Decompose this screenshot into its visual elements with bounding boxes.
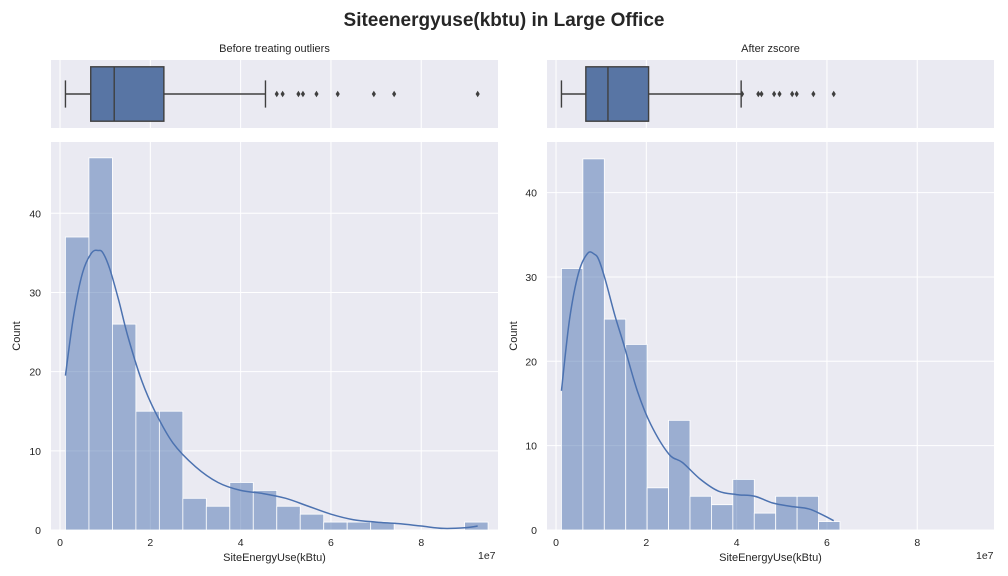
y-axis-label: Count bbox=[508, 321, 520, 350]
boxplot-outlier-point bbox=[335, 90, 340, 98]
x-tick-label: 8 bbox=[418, 537, 424, 549]
histogram-bar bbox=[818, 521, 841, 531]
boxplot-outlier-point bbox=[756, 90, 761, 98]
y-tick-label: 0 bbox=[35, 525, 41, 537]
y-tick-label: 30 bbox=[525, 272, 537, 284]
histogram-bar bbox=[112, 323, 137, 531]
y-tick-label: 10 bbox=[525, 441, 537, 453]
histogram-bar bbox=[668, 419, 691, 531]
boxplot-outlier-point bbox=[300, 90, 306, 98]
y-tick-label: 40 bbox=[29, 208, 41, 220]
histogram-bar bbox=[346, 521, 372, 531]
boxplot-outlier-point bbox=[831, 90, 836, 98]
panel-2: After zscore 0 2 4 6 8 0 10 20 30 40 SiteEnergyUse(… bbox=[508, 43, 994, 564]
chart-title: Siteenergyuse(kbtu) in Large Office bbox=[344, 10, 665, 31]
boxplot-outlier-point bbox=[392, 90, 397, 98]
boxplot-outlier-point bbox=[296, 90, 301, 98]
histogram-bar bbox=[582, 158, 605, 531]
histogram-bar bbox=[323, 521, 348, 531]
x-tick-label: 6 bbox=[824, 537, 830, 549]
y-tick-label: 30 bbox=[29, 287, 41, 299]
y-axis-label: Count bbox=[11, 321, 23, 350]
boxplot-outlier-point bbox=[811, 90, 816, 98]
x-axis-label: SiteEnergyUse(kBtu) bbox=[223, 552, 326, 564]
histogram-bar bbox=[252, 490, 278, 531]
boxplot-outlier-point bbox=[475, 90, 480, 98]
y-tick-label: 20 bbox=[525, 356, 537, 368]
histogram-bar bbox=[276, 505, 301, 531]
x-axis-offset-label: 1e7 bbox=[976, 550, 994, 562]
boxplot-box bbox=[90, 66, 165, 122]
histogram-bar bbox=[732, 478, 755, 531]
histogram-bar bbox=[646, 487, 669, 531]
histogram-bar bbox=[229, 482, 254, 531]
histogram-bar bbox=[205, 505, 231, 531]
boxplot-outlier-point bbox=[314, 90, 319, 98]
histogram-bar bbox=[299, 513, 325, 531]
panel-subtitle: Before treating outliers bbox=[219, 43, 330, 55]
histogram-bar bbox=[775, 495, 798, 531]
boxplot-outlier-point bbox=[772, 90, 777, 98]
histogram-bar bbox=[65, 236, 90, 531]
histogram-bar bbox=[135, 410, 160, 531]
histogram-bar bbox=[158, 410, 184, 531]
boxplot-outlier-point bbox=[371, 90, 376, 98]
histogram-bar bbox=[711, 504, 734, 531]
boxplot-box bbox=[585, 66, 650, 122]
x-tick-label: 4 bbox=[238, 537, 244, 549]
x-tick-label: 4 bbox=[734, 537, 740, 549]
y-tick-label: 10 bbox=[29, 446, 41, 458]
kde-line bbox=[560, 251, 835, 522]
boxplot-outlier-point bbox=[280, 90, 285, 98]
y-tick-label: 40 bbox=[525, 188, 537, 200]
x-tick-label: 6 bbox=[328, 537, 334, 549]
boxplot-outlier-point bbox=[274, 90, 279, 98]
histogram-bar bbox=[796, 495, 819, 531]
y-tick-label: 0 bbox=[531, 525, 537, 537]
boxplot-outlier-point bbox=[777, 90, 782, 98]
histogram-bar bbox=[561, 268, 584, 531]
boxplot-outlier-point bbox=[759, 90, 764, 98]
histogram-bar bbox=[753, 512, 777, 531]
y-tick-label: 20 bbox=[29, 367, 41, 379]
boxplot-outlier-point bbox=[794, 90, 799, 98]
histogram-bar bbox=[689, 495, 712, 531]
histogram-bar bbox=[625, 344, 648, 531]
x-tick-label: 0 bbox=[553, 537, 559, 549]
x-tick-label: 2 bbox=[643, 537, 649, 549]
x-axis-offset-label: 1e7 bbox=[478, 550, 496, 562]
panel-subtitle: After zscore bbox=[741, 43, 800, 55]
boxplot-outlier-point bbox=[790, 90, 795, 98]
panel-1: Before treating outliers 0 2 4 6 8 0 10 20 30 40 Si… bbox=[11, 43, 498, 564]
histogram-bar bbox=[603, 318, 627, 531]
x-tick-label: 8 bbox=[914, 537, 920, 549]
x-tick-label: 2 bbox=[147, 537, 153, 549]
histogram-bar bbox=[182, 497, 207, 531]
x-axis-label: SiteEnergyUse(kBtu) bbox=[719, 552, 822, 564]
boxplot-outlier-point bbox=[739, 90, 745, 98]
kde-line bbox=[64, 249, 478, 530]
x-tick-label: 0 bbox=[57, 537, 63, 549]
histogram-bar bbox=[88, 157, 113, 531]
